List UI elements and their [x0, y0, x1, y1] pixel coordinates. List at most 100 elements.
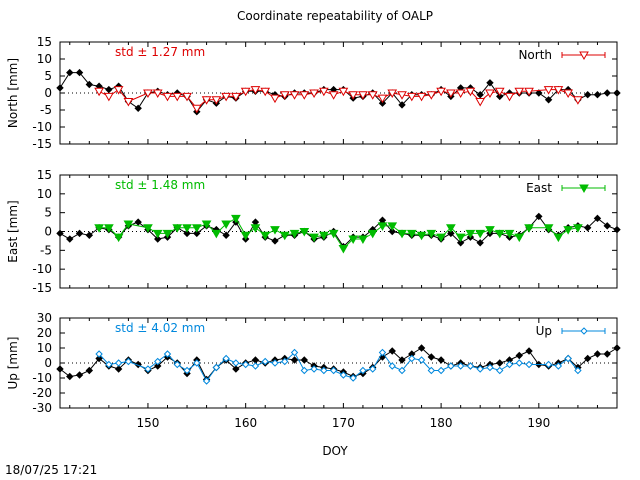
north-std-annotation: std ± 1.27 mm: [115, 45, 205, 59]
east-filtered-point: [338, 244, 349, 254]
east-raw-point: [251, 218, 260, 226]
up-filtered-point: [281, 357, 289, 366]
north-filtered-point: [543, 86, 554, 95]
east-filtered-point: [103, 224, 114, 233]
east-filtered-point: [387, 222, 398, 231]
up-filtered-point: [456, 362, 465, 370]
east-filtered-point: [143, 224, 153, 233]
north-filtered-point: [358, 91, 368, 100]
up-ytick-label: 20: [37, 326, 52, 340]
up-ytick-label: -20: [32, 386, 52, 400]
north-filtered-point: [211, 96, 222, 105]
east-ytick-label: -10: [32, 262, 52, 276]
north-raw-point: [544, 96, 553, 104]
east-ytick-label: 0: [44, 225, 52, 239]
up-y-axis-label: Up [mm]: [6, 337, 20, 390]
up-raw-point: [300, 356, 309, 364]
east-ytick-label: -5: [40, 243, 52, 257]
up-filtered-point: [95, 350, 103, 358]
east-raw-point: [154, 235, 162, 243]
east-raw-point: [66, 235, 74, 243]
east-filtered-point: [172, 224, 183, 233]
up-filtered-point: [271, 359, 279, 367]
east-filtered-point: [182, 224, 192, 233]
up-ytick-label: -10: [32, 371, 52, 385]
up-filtered-point: [544, 360, 553, 369]
east-filtered-point: [446, 224, 456, 233]
east-raw-point: [535, 212, 543, 221]
east-ytick-label: 10: [37, 187, 52, 201]
east-filtered-point: [543, 224, 554, 233]
up-filtered-point: [486, 363, 494, 372]
east-filtered-point: [289, 229, 300, 239]
east-raw-point: [447, 229, 455, 238]
north-raw-point: [105, 85, 113, 94]
east-raw-point: [271, 237, 279, 245]
north-filtered-point: [309, 89, 319, 99]
east-legend-marker: [579, 184, 589, 194]
up-ytick-label: 30: [37, 311, 52, 325]
east-raw-point: [193, 229, 201, 238]
north-raw-point: [535, 89, 543, 97]
east-filtered-point: [123, 220, 134, 229]
east-raw-series-line: [59, 215, 618, 248]
up-raw-point: [496, 359, 504, 367]
north-raw-point: [613, 89, 621, 97]
up-filtered-point: [300, 366, 309, 375]
east-raw-point: [593, 214, 602, 223]
east-filtered-point: [553, 233, 564, 243]
east-filtered-point: [358, 235, 368, 245]
north-filtered-point: [455, 89, 466, 99]
east-filtered-point: [514, 233, 525, 243]
north-raw-point: [496, 92, 504, 101]
east-filtered-point: [152, 229, 163, 239]
north-filtered-point: [172, 92, 183, 102]
up-filtered-point: [163, 350, 172, 358]
up-filtered-point: [222, 354, 230, 363]
north-filtered-point: [191, 104, 202, 114]
chart-panels: 15 10 5 0 -5 -10 -15 North [mm] std ± 1.27 mm Nor…: [6, 35, 621, 430]
east-filtered-point: [524, 224, 534, 233]
north-filtered-point: [573, 96, 583, 105]
up-raw-point: [583, 354, 592, 363]
north-filtered-point: [318, 87, 329, 97]
north-raw-point: [134, 104, 142, 113]
timestamp: 18/07/25 17:21: [5, 463, 97, 477]
up-filtered-point: [339, 371, 348, 379]
east-filtered-point: [397, 229, 407, 239]
up-raw-point: [525, 347, 533, 355]
north-y-axis-label: North [mm]: [6, 58, 20, 128]
east-filtered-point: [240, 231, 251, 241]
north-raw-point: [476, 90, 484, 99]
panel-east: 15 10 5 0 -5 -10 -15 East [mm] std ± 1.48 mm East: [6, 168, 621, 295]
east-filtered-point: [231, 214, 241, 224]
east-filtered-point: [299, 228, 310, 237]
north-ytick-label: 0: [44, 86, 52, 100]
north-filtered-point: [494, 87, 505, 97]
up-xtick-label: 160: [234, 416, 257, 430]
north-filtered-point: [231, 92, 241, 102]
east-filtered-point: [377, 222, 388, 231]
east-filtered-point: [436, 233, 446, 243]
up-filtered-point: [144, 365, 152, 373]
up-raw-point: [232, 365, 240, 373]
east-filtered-point: [475, 229, 486, 239]
up-filtered-point: [251, 362, 260, 370]
east-filtered-point: [270, 226, 280, 235]
up-xtick-label: 170: [332, 416, 355, 430]
north-filtered-point: [123, 98, 134, 107]
north-filtered-point: [279, 91, 290, 100]
east-raw-point: [56, 229, 64, 238]
north-ytick-label: -15: [32, 137, 52, 151]
east-raw-point: [75, 229, 84, 238]
up-raw-point: [66, 372, 74, 381]
up-raw-point: [603, 350, 611, 358]
up-filtered-point: [427, 366, 436, 375]
up-filtered-point: [447, 362, 455, 370]
east-filtered-point: [260, 231, 271, 241]
east-raw-point: [583, 224, 592, 232]
east-raw-point: [85, 231, 94, 239]
east-std-annotation: std ± 1.48 mm: [115, 178, 205, 192]
